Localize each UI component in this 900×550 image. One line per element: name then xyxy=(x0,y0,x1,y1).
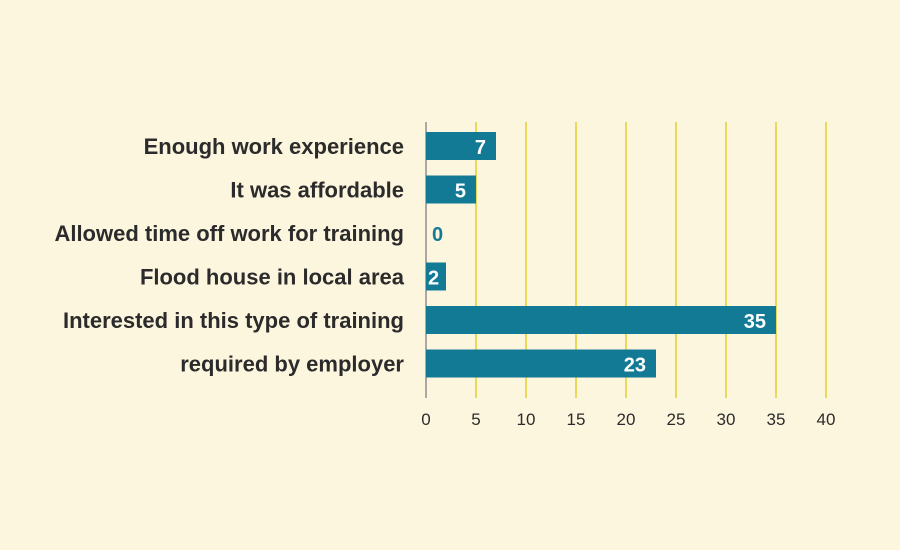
category-label-2: Allowed time off work for training xyxy=(54,221,404,246)
category-label-5: required by employer xyxy=(180,352,404,377)
value-label-5: 23 xyxy=(624,355,646,377)
x-tick-label-25: 25 xyxy=(667,410,686,429)
x-tick-label-15: 15 xyxy=(567,410,586,429)
category-label-4: Interested in this type of training xyxy=(63,308,404,333)
category-label-1: It was affordable xyxy=(230,178,404,203)
bar-5 xyxy=(426,350,656,378)
value-label-1: 5 xyxy=(455,181,466,203)
value-label-2: 0 xyxy=(432,224,443,246)
value-label-0: 7 xyxy=(475,137,486,159)
x-tick-label-10: 10 xyxy=(517,410,536,429)
value-label-4: 35 xyxy=(744,311,766,333)
bar-4 xyxy=(426,306,776,334)
category-label-3: Flood house in local area xyxy=(140,265,405,290)
bar-1 xyxy=(426,176,476,204)
category-label-0: Enough work experience xyxy=(144,134,404,159)
x-tick-label-5: 5 xyxy=(471,410,480,429)
bar-chart: Enough work experience 7 It was affordable… xyxy=(0,0,900,550)
x-tick-label-35: 35 xyxy=(767,410,786,429)
x-tick-label-20: 20 xyxy=(617,410,636,429)
x-tick-label-30: 30 xyxy=(717,410,736,429)
value-label-3: 2 xyxy=(428,268,439,290)
chart-container: Enough work experience 7 It was affordable… xyxy=(0,0,900,550)
x-tick-label-0: 0 xyxy=(421,410,430,429)
x-tick-label-40: 40 xyxy=(817,410,836,429)
